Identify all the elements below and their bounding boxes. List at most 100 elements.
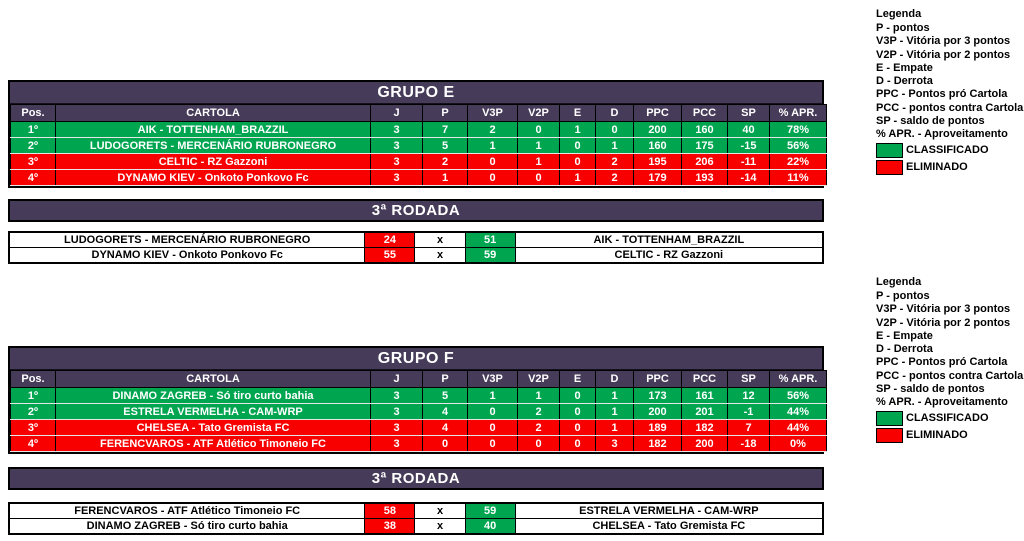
stat-cell: 3 — [370, 403, 423, 420]
stat-cell: 175 — [681, 137, 728, 154]
legend-item: % APR. - Aproveitamento — [876, 396, 1008, 409]
standings-row: 3º CELTIC - RZ Gazzoni 3 2 0 1 0 2 195 206 -11 22% — [10, 153, 827, 170]
column-header-pos: Pos. — [10, 104, 56, 122]
group-f-round-band: 3ª RODADA — [8, 467, 824, 490]
column-header-pos: Pos. — [10, 370, 56, 388]
stat-cell: 0 — [517, 169, 560, 186]
column-header-j: J — [370, 104, 423, 122]
stat-cell: 1 — [559, 169, 596, 186]
group-e-standings: GRUPO E Pos. CARTOLA J P V3P V2P E D PPC PCC SP% A… — [8, 80, 827, 188]
away-score: 59 — [464, 502, 516, 519]
stat-cell: -18 — [727, 435, 770, 452]
stat-cell: 2 — [595, 153, 634, 170]
stat-cell: 78% — [769, 121, 827, 138]
legend-items: P - pontos V3P - Vitória por 3 pontos V2P … — [876, 22, 1024, 142]
column-header-v2p: V2P — [517, 104, 560, 122]
score-separator: x — [414, 518, 466, 535]
match-row: DYNAMO KIEV - Onkoto Ponkovo Fc 55 x 59 CELT… — [8, 247, 824, 264]
legend-item: PPC - Pontos pró Cartola — [876, 356, 1008, 369]
stat-cell: 7 — [727, 419, 770, 436]
group-f-title-band: GRUPO F — [10, 348, 822, 370]
position-cell: 1º — [10, 121, 56, 138]
cartola-cell: LUDOGORETS - MERCENÁRIO RUBRONEGRO — [55, 137, 371, 154]
column-header-e: E — [559, 370, 596, 388]
stat-cell: 1 — [517, 137, 560, 154]
legend-items: P - pontos V3P - Vitória por 3 pontos V2P … — [876, 290, 1024, 410]
cartola-cell: CELTIC - RZ Gazzoni — [55, 153, 371, 170]
stat-cell: 0 — [422, 435, 468, 452]
standings-header-row: Pos. CARTOLA J P V3P V2P E D PPC PCC SP% APR. — [10, 370, 827, 388]
match-row: FERENCVAROS - ATF Atlético Timoneio FC 58… — [8, 502, 824, 519]
eliminated-swatch — [876, 159, 903, 175]
legend-title: Legenda — [876, 8, 922, 20]
group-f-matches-table: FERENCVAROS - ATF Atlético Timoneio FC 58… — [8, 502, 824, 535]
stat-cell: 1 — [595, 387, 634, 404]
position-cell: 2º — [10, 403, 56, 420]
group-e-matches-table: LUDOGORETS - MERCENÁRIO RUBRONEGRO 24 x 51 A… — [8, 231, 824, 264]
classified-label: CLASSIFICADO — [906, 412, 989, 425]
stat-cell: 2 — [517, 419, 560, 436]
legend-item: V2P - Vitória por 2 pontos — [876, 48, 1011, 61]
away-team: AIK - TOTTENHAM_BRAZZIL — [514, 231, 824, 248]
legend-top: Legenda P - pontos V3P - Vitória por 3 po… — [876, 8, 1024, 176]
stat-cell: 0 — [595, 121, 634, 138]
stat-cell: 0 — [467, 435, 518, 452]
home-team: DINAMO ZAGREB - Só tiro curto bahia — [8, 518, 366, 535]
cartola-cell: DYNAMO KIEV - Onkoto Ponkovo Fc — [55, 169, 371, 186]
legend-item: SP - saldo de pontos — [876, 383, 985, 396]
classified-swatch — [876, 142, 903, 158]
legend-classified-row: CLASSIFICADO — [876, 410, 1024, 427]
column-header-d: D — [595, 370, 634, 388]
cartola-cell: DINAMO ZAGREB - Só tiro curto bahia — [55, 387, 371, 404]
eliminated-swatch — [876, 427, 903, 443]
stat-cell: 3 — [370, 387, 423, 404]
home-team: DYNAMO KIEV - Onkoto Ponkovo Fc — [8, 247, 366, 264]
stat-cell: 200 — [633, 121, 682, 138]
eliminated-label: ELIMINADO — [906, 429, 968, 442]
stat-cell: 0 — [517, 435, 560, 452]
score-separator: x — [414, 247, 466, 264]
group-e-round-title: 3ª RODADA — [371, 202, 461, 219]
standings-row: 4º FERENCVAROS - ATF Atlético Timoneio FC… — [10, 435, 827, 452]
column-header-e: E — [559, 104, 596, 122]
stat-cell: 56% — [769, 387, 827, 404]
stat-cell: 2 — [467, 121, 518, 138]
match-row: LUDOGORETS - MERCENÁRIO RUBRONEGRO 24 x 51 A… — [8, 231, 824, 248]
classified-label: CLASSIFICADO — [906, 144, 989, 157]
position-cell: 3º — [10, 419, 56, 436]
stat-cell: 200 — [681, 435, 728, 452]
away-team: CELTIC - RZ Gazzoni — [514, 247, 824, 264]
stat-cell: 1 — [595, 419, 634, 436]
cartola-cell: FERENCVAROS - ATF Atlético Timoneio FC — [55, 435, 371, 452]
stat-cell: 1 — [517, 153, 560, 170]
stat-cell: 1 — [559, 121, 596, 138]
legend-title: Legenda — [876, 276, 922, 288]
column-header-cartola: CARTOLA — [55, 370, 371, 388]
legend-item: P - pontos — [876, 290, 930, 302]
stat-cell: 0 — [559, 435, 596, 452]
cartola-cell: CHELSEA - Tato Gremista FC — [55, 419, 371, 436]
stat-cell: 4 — [422, 419, 468, 436]
stat-cell: 56% — [769, 137, 827, 154]
stat-cell: 3 — [370, 137, 423, 154]
stat-cell: 200 — [633, 403, 682, 420]
classified-swatch — [876, 410, 903, 426]
stat-cell: 1 — [595, 137, 634, 154]
position-cell: 3º — [10, 153, 56, 170]
stat-cell: 0 — [559, 153, 596, 170]
column-header-ppc: PPC — [633, 370, 682, 388]
stat-cell: 201 — [681, 403, 728, 420]
stat-cell: 5 — [422, 137, 468, 154]
legend-item: E - Empate — [876, 61, 933, 74]
standings-row: 1º AIK - TOTTENHAM_BRAZZIL 3 7 2 0 1 0 200 160 40 7… — [10, 121, 827, 138]
stat-cell: -15 — [727, 137, 770, 154]
stat-cell: 206 — [681, 153, 728, 170]
legend-item: P - pontos — [876, 22, 930, 34]
stat-cell: 160 — [681, 121, 728, 138]
stat-cell: 161 — [681, 387, 728, 404]
legend-classified-row: CLASSIFICADO — [876, 142, 1024, 159]
stat-cell: 4 — [422, 403, 468, 420]
group-f-standings: GRUPO F Pos. CARTOLA J P V3P V2P E D PPC PCC SP% A… — [8, 346, 827, 454]
column-header-d: D — [595, 104, 634, 122]
legend-item: PCC - pontos contra Cartola — [876, 101, 1024, 114]
